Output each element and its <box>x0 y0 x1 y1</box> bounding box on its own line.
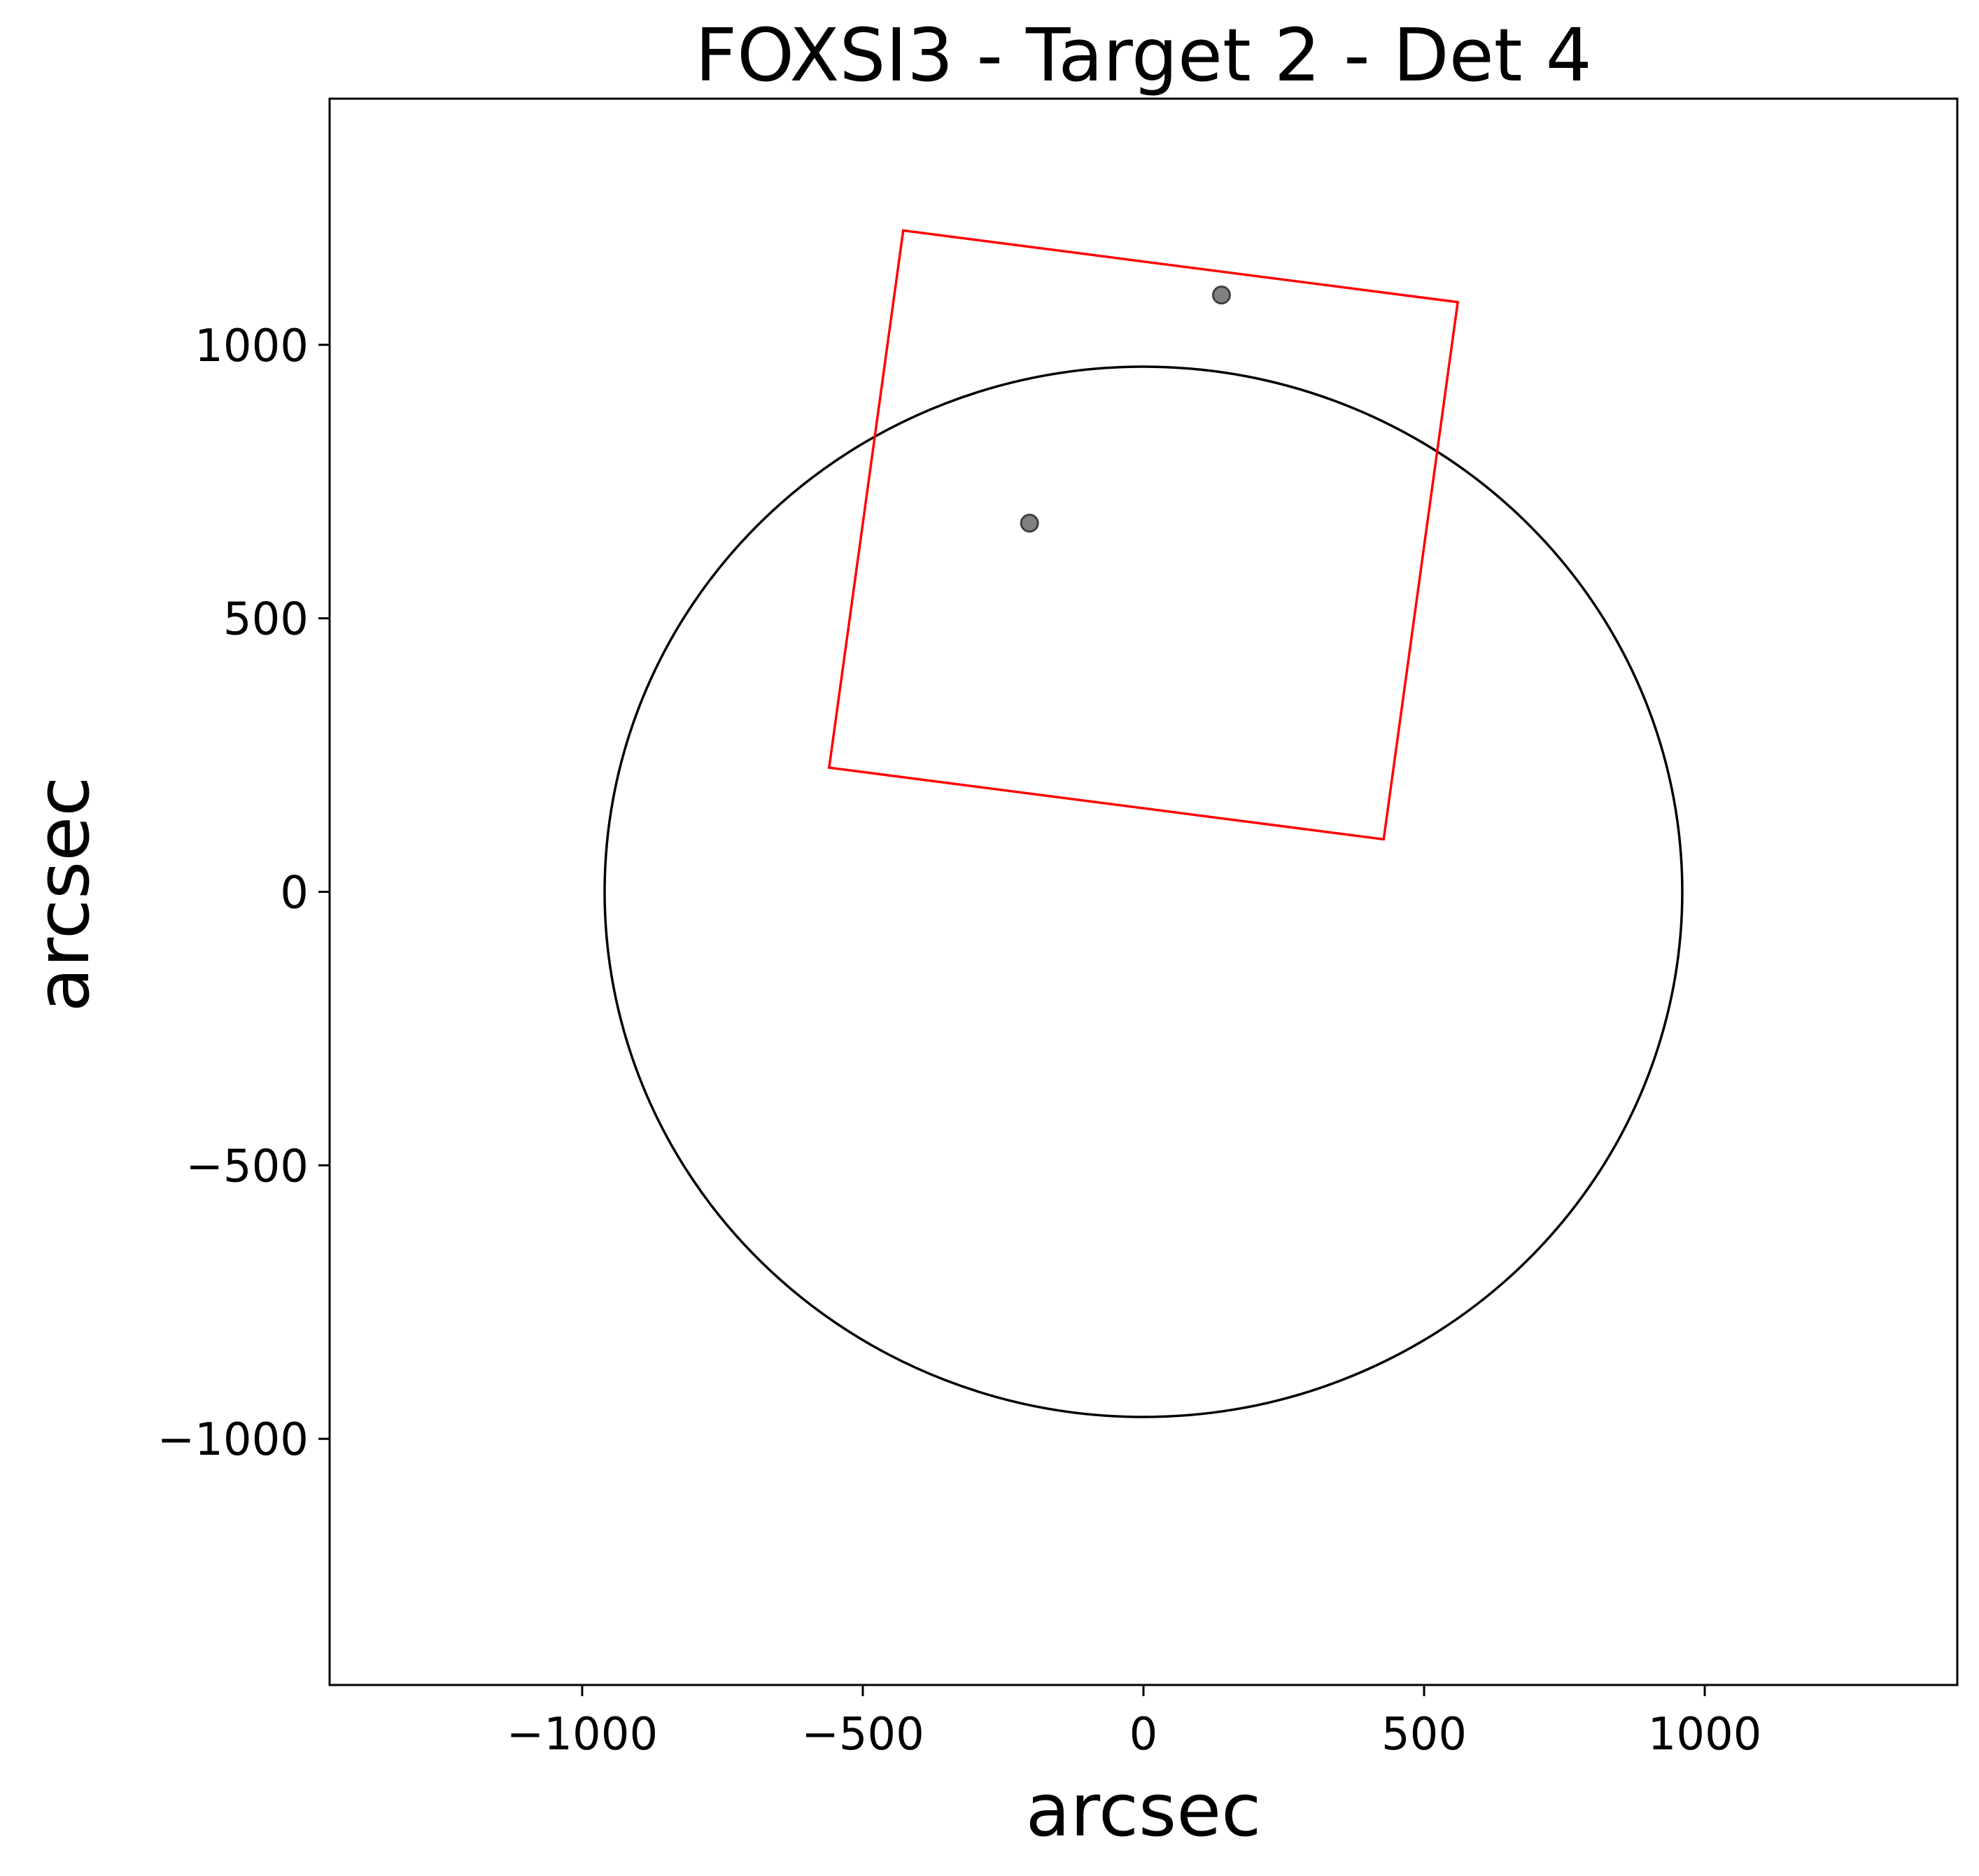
x-tick-label: −500 <box>801 1709 924 1761</box>
plot-area <box>603 229 1684 1418</box>
y-tick-label: −500 <box>185 1141 309 1192</box>
scatter-point <box>1020 514 1039 533</box>
y-tick-label: −1000 <box>157 1414 309 1466</box>
y-tick-label: 0 <box>280 868 309 919</box>
x-tick-label: −1000 <box>507 1709 659 1761</box>
solar-disk-circle <box>603 365 1684 1418</box>
y-tick-label: 500 <box>223 594 309 646</box>
scatter-point <box>1211 285 1231 305</box>
x-tick-label: 1000 <box>1648 1709 1762 1761</box>
chart-title: FOXSI3 - Target 2 - Det 4 <box>695 13 1591 98</box>
x-axis: −1000 −500 0 500 1000 <box>507 1685 1762 1761</box>
x-tick-label: 500 <box>1381 1709 1467 1761</box>
x-tick-label: 0 <box>1129 1709 1158 1761</box>
y-tick-label: 1000 <box>195 320 309 372</box>
y-axis-title: arcsec <box>20 777 106 1013</box>
y-axis: −1000 −500 0 500 1000 <box>157 320 330 1466</box>
x-axis-title: arcsec <box>1026 1768 1262 1853</box>
detector-fov-outline <box>827 229 1460 841</box>
